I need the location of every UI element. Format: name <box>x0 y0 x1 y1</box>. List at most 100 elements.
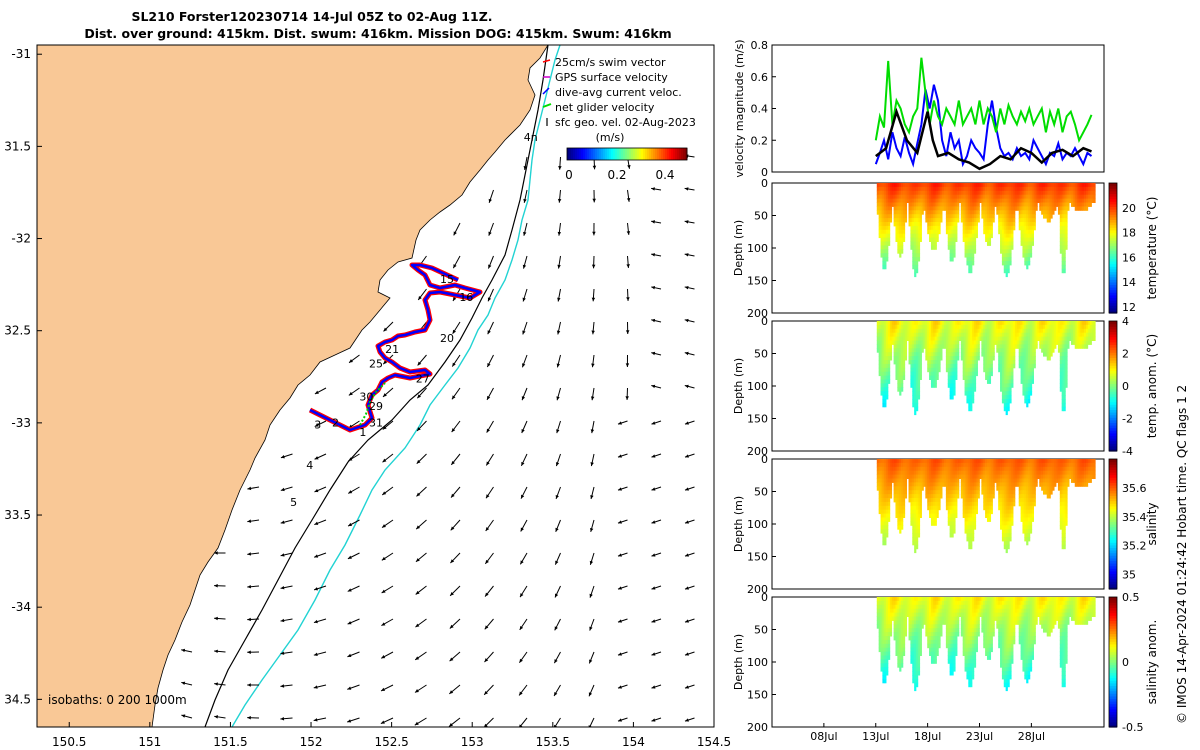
section-cell <box>1009 517 1012 522</box>
section-cell <box>914 494 917 499</box>
section-cell <box>891 324 894 330</box>
section-cell <box>897 498 900 503</box>
section-cell <box>949 521 952 526</box>
section-cell <box>973 360 977 365</box>
section-cell <box>923 336 926 341</box>
section-cell <box>973 218 977 223</box>
colorbar-segment <box>657 148 660 160</box>
section-cell <box>1005 336 1008 341</box>
section-cell <box>923 340 926 345</box>
section-cell <box>914 261 917 266</box>
section-cell <box>899 356 902 361</box>
section-cell <box>908 478 911 483</box>
section-cell <box>949 183 952 188</box>
section-cell <box>932 206 936 211</box>
section-cell <box>917 186 921 192</box>
section-cell <box>919 498 922 503</box>
section-cell <box>981 210 984 215</box>
section-cell <box>904 486 907 491</box>
section-cell <box>964 340 967 345</box>
section-cell <box>930 494 934 499</box>
section-cell <box>880 356 883 361</box>
section-colorbar-segment <box>1109 222 1117 226</box>
section-cell <box>951 387 954 392</box>
section-cell <box>912 486 915 491</box>
colorbar-segment <box>599 148 602 160</box>
section-cell <box>972 521 975 526</box>
section-colorbar-segment <box>1109 422 1117 426</box>
section-cell <box>964 245 967 250</box>
section-cell <box>901 383 904 388</box>
section-cell <box>962 336 965 341</box>
section-cell <box>942 321 945 326</box>
section-cell <box>1050 183 1053 188</box>
section-cell <box>938 214 941 219</box>
section-cell <box>951 229 954 235</box>
section-cell <box>1001 328 1005 334</box>
section-cell <box>1063 206 1066 211</box>
section-cell <box>988 490 992 495</box>
section-cell <box>947 501 950 507</box>
section-cell <box>977 214 980 219</box>
section-cell <box>985 344 988 349</box>
section-cell <box>966 198 969 203</box>
section-cell <box>930 225 934 231</box>
section-cell <box>1028 367 1031 373</box>
section-cell <box>1000 344 1003 349</box>
section-cell <box>1013 206 1016 211</box>
section-cell <box>983 363 986 369</box>
section-cell <box>1026 328 1029 334</box>
section-cell <box>953 229 956 235</box>
section-cell <box>878 462 881 468</box>
section-cell <box>901 356 904 361</box>
section-cell <box>895 210 898 215</box>
section-cell <box>1046 328 1049 334</box>
section-cell <box>878 494 881 499</box>
section-cell <box>914 521 917 526</box>
section-cell <box>1001 513 1005 518</box>
section-cell <box>981 459 984 464</box>
section-cell <box>1000 466 1003 472</box>
section-cell <box>983 486 986 491</box>
section-cell <box>990 494 993 499</box>
section-cell <box>945 363 949 369</box>
section-cell <box>902 183 906 188</box>
section-cell <box>1057 336 1061 341</box>
section-cell <box>986 356 990 361</box>
section-cell <box>947 186 950 192</box>
section-cell <box>876 198 879 203</box>
section-cell <box>1065 321 1068 326</box>
section-cell <box>884 509 887 515</box>
section-cell <box>1000 387 1003 392</box>
section-cell <box>990 336 993 341</box>
velocity-vector-head <box>449 624 454 629</box>
section-cell <box>996 206 999 211</box>
section-cell <box>1061 198 1064 203</box>
section-cell <box>983 321 986 326</box>
section-cell <box>1063 363 1066 369</box>
section-cell <box>901 210 904 215</box>
section-cell <box>1007 474 1010 479</box>
section-cell <box>886 470 889 476</box>
section-cell <box>1074 336 1077 341</box>
section-cell <box>1007 352 1010 357</box>
map-y-tick-label: 34.5 <box>4 692 31 706</box>
section-cell <box>1009 387 1012 392</box>
section-cell <box>972 486 975 491</box>
section-cell <box>882 261 885 266</box>
section-cell <box>1009 324 1012 330</box>
section-cell <box>932 352 936 357</box>
section-cell <box>968 379 971 384</box>
section-cell <box>986 371 990 377</box>
section-cell <box>901 218 904 223</box>
section-cell <box>1029 214 1033 219</box>
section-cell <box>951 356 954 361</box>
section-cell <box>882 486 885 491</box>
section-cell <box>1026 210 1029 215</box>
section-cell <box>884 498 887 503</box>
section-colorbar-segment <box>1109 188 1117 192</box>
section-cell <box>880 328 883 334</box>
section-y-tick-label: 200 <box>747 307 768 320</box>
section-cell <box>1059 218 1063 223</box>
section-cell <box>921 332 924 338</box>
